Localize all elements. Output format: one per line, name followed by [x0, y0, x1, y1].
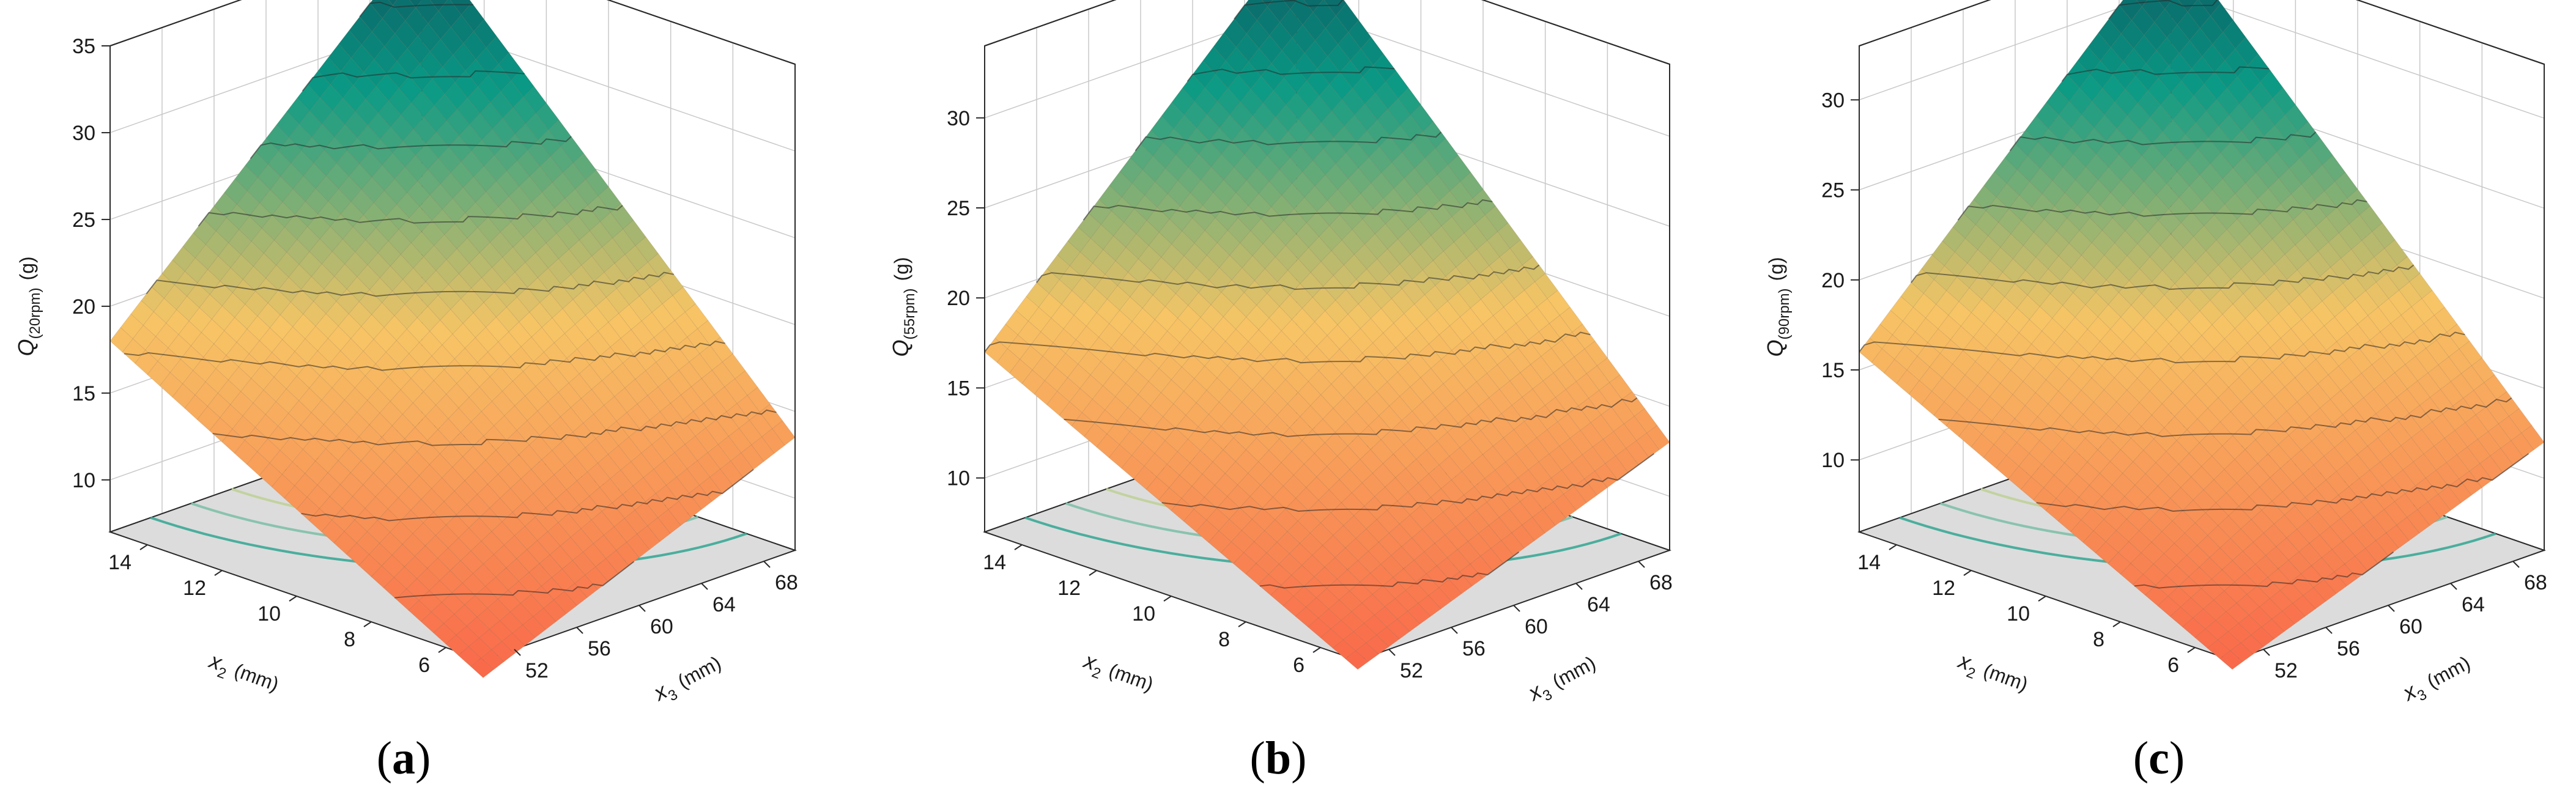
- panel-a: 10 15 20 25 30 35 Q(20rpm) (g) 14 12 10 8 6 x2 (mm) 52 5…: [13, 0, 798, 784]
- panel-b: 10 15 20 25 30 Q(55rpm) (g) 14 12 10 8 6 x2 (mm) 52 56 6…: [888, 0, 1673, 784]
- x2-axis-label: x2 (mm): [1078, 648, 1158, 701]
- x3-tick-label: 52: [1400, 659, 1423, 682]
- x2-tick-label: 14: [1857, 551, 1881, 574]
- panel-c: 10 15 20 25 30 Q(90rpm) (g) 14 12 10 8 6 x2 (mm) 52 56 6…: [1763, 0, 2547, 784]
- z-axis-label-unit: (g): [16, 256, 38, 280]
- x2-tick-label: 6: [2167, 654, 2179, 677]
- z-axis-label: Q(55rpm) (g): [888, 257, 918, 356]
- x2-axis-label-unit: (mm): [1106, 659, 1156, 695]
- x2-tick-label: 10: [2007, 602, 2030, 626]
- panel-label-letter: b: [1265, 733, 1291, 784]
- x3-axis-label: x3(mm): [1523, 649, 1602, 711]
- z-tick-label: 20: [1821, 269, 1845, 292]
- panel-label: (a): [377, 733, 431, 784]
- x2-tick-label: 10: [1132, 602, 1155, 626]
- z-axis-label-main: Q: [1763, 339, 1788, 356]
- z-axis-label-sub: (90rpm): [1776, 288, 1793, 339]
- x3-tick-label: 52: [525, 659, 549, 682]
- x2-tick-label: 6: [418, 654, 430, 677]
- z-tick-label: 10: [1821, 449, 1845, 472]
- x2-tick-label: 6: [1293, 654, 1305, 677]
- x3-axis-label: x3(mm): [648, 649, 727, 711]
- panel-label: (c): [2133, 733, 2185, 784]
- surface-contours: [1859, 0, 2530, 589]
- x2-axis-label: x2 (mm): [204, 648, 283, 701]
- x3-tick-label: 60: [650, 615, 673, 638]
- x2-tick-label: 12: [1057, 577, 1081, 600]
- z-tick-label: 20: [947, 287, 970, 310]
- x2-axis-label: x2 (mm): [1953, 648, 2032, 701]
- box-edges: [984, 0, 1670, 550]
- x3-tick-label: 68: [1649, 571, 1673, 594]
- x2-axis-label-unit: (mm): [231, 659, 281, 695]
- z-axis-label-unit: (g): [890, 257, 912, 281]
- z-tick-label: 25: [1821, 179, 1845, 202]
- z-axis-label: Q(20rpm) (g): [13, 256, 43, 356]
- z-tick-label: 25: [947, 197, 970, 220]
- panel-label-letter: a: [392, 733, 415, 784]
- z-axis-label-main: Q: [888, 339, 913, 356]
- z-tick-label: 15: [947, 377, 970, 400]
- x3-tick-label: 68: [2524, 571, 2547, 594]
- x3-tick-label: 56: [1462, 637, 1486, 660]
- x3-axis-label-unit: (mm): [674, 652, 725, 693]
- z-axis-label-sub: (55rpm): [901, 288, 918, 339]
- x2-axis-label-unit: (mm): [1980, 659, 2030, 695]
- x3-tick-label: 56: [2337, 637, 2360, 660]
- z-tick-label: 30: [1821, 89, 1845, 112]
- z-axis-label-unit: (g): [1765, 257, 1787, 281]
- z-tick-label: 15: [1821, 359, 1845, 382]
- x2-tick-label: 12: [1932, 577, 1955, 600]
- x3-tick-label: 64: [1587, 593, 1610, 616]
- x3-tick-label: 56: [588, 637, 611, 660]
- z-axis-label: Q(90rpm) (g): [1763, 257, 1793, 356]
- x3-axis-label-unit: (mm): [2423, 652, 2474, 693]
- x2-tick-label: 14: [108, 551, 131, 574]
- x2-tick-label: 12: [183, 577, 206, 600]
- x3-tick-label: 64: [2462, 593, 2485, 616]
- z-tick-label: 35: [72, 35, 95, 58]
- x2-tick-label: 8: [2093, 628, 2104, 651]
- z-axis: 10 15 20 25 30 Q(55rpm) (g): [888, 107, 985, 490]
- z-tick-label: 15: [72, 382, 95, 405]
- x3-tick-label: 60: [1525, 615, 1548, 638]
- response-surface: [984, 0, 1670, 670]
- z-tick-label: 20: [72, 295, 95, 319]
- z-tick-label: 25: [72, 209, 95, 232]
- z-axis: 10 15 20 25 30 35 Q(20rpm) (g): [13, 35, 110, 492]
- x3-tick-label: 60: [2399, 615, 2422, 638]
- z-axis: 10 15 20 25 30 Q(90rpm) (g): [1763, 89, 1859, 472]
- x3-axis-label-unit: (mm): [1549, 652, 1599, 693]
- x3-tick-label: 64: [712, 593, 736, 616]
- x2-tick-label: 14: [983, 551, 1006, 574]
- surface-contours: [124, 1, 777, 599]
- z-tick-label: 30: [947, 107, 970, 130]
- z-tick-label: 10: [947, 467, 970, 490]
- z-axis-label-sub: (20rpm): [27, 287, 43, 339]
- z-axis-label-main: Q: [13, 339, 39, 356]
- box-edges: [109, 0, 796, 550]
- z-tick-label: 30: [72, 122, 95, 145]
- x2-tick-label: 8: [344, 628, 355, 651]
- x3-tick-label: 52: [2274, 659, 2298, 682]
- x3-axis-label: x3(mm): [2397, 649, 2476, 711]
- box-edges: [1859, 0, 2545, 550]
- x2-tick-label: 10: [257, 602, 281, 626]
- z-tick-label: 10: [72, 469, 95, 492]
- surface-contours: [984, 0, 1655, 589]
- panel-label-letter: c: [2149, 733, 2169, 784]
- x3-tick-label: 68: [775, 571, 798, 594]
- panel-label: (b): [1250, 733, 1307, 784]
- response-surface: [1859, 0, 2545, 670]
- x2-tick-label: 8: [1218, 628, 1230, 651]
